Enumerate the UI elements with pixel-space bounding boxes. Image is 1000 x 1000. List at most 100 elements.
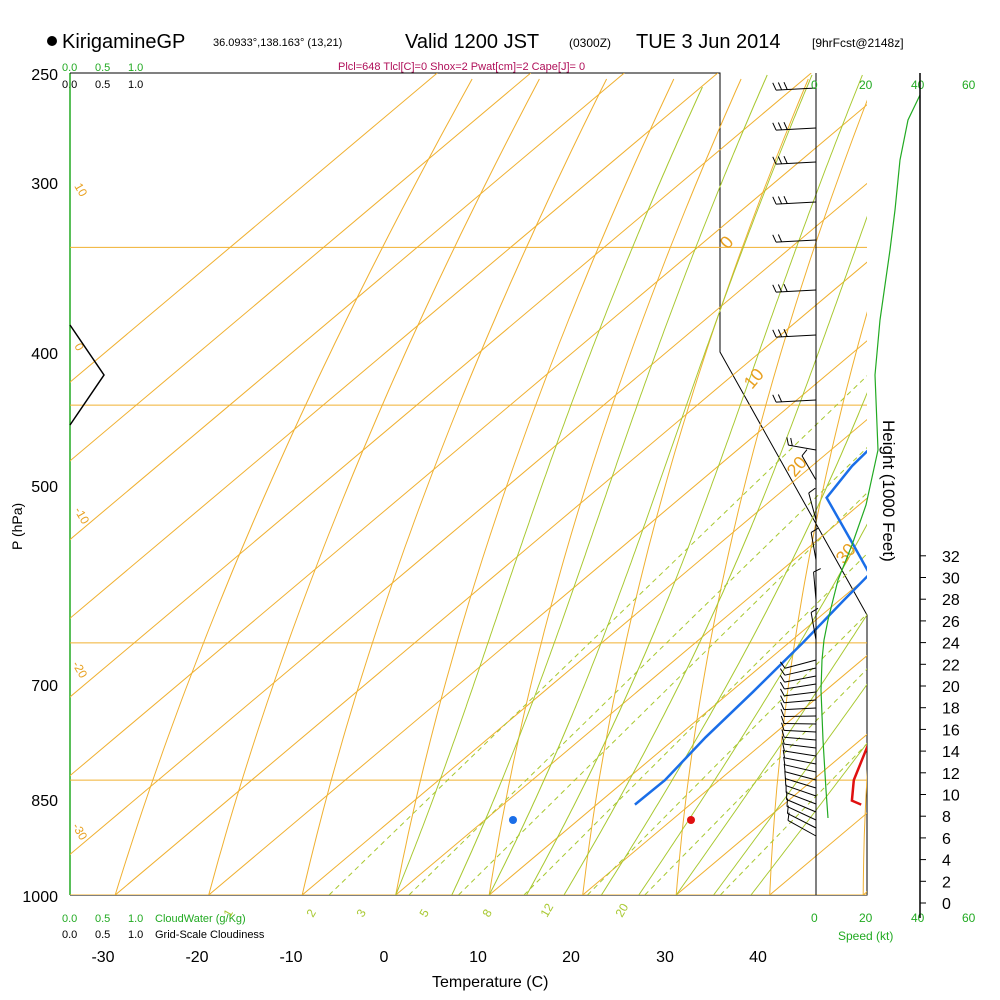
isotherm-line: [70, 104, 867, 777]
isotherm-line: [582, 655, 867, 895]
wind-barb-feather: [772, 196, 777, 205]
surface-dewpoint-point: [509, 816, 517, 824]
wind-barb: [776, 334, 817, 338]
wind-barb: [784, 743, 817, 749]
height-tick-label: 14: [942, 744, 960, 761]
height-tick-label: 0: [942, 896, 951, 913]
speed-top-60: 60: [962, 78, 976, 92]
dry-adiabat: [208, 78, 540, 895]
wind-barb-feather: [777, 284, 783, 293]
wind-barb-feather: [772, 234, 777, 243]
height-tick-label: 12: [942, 766, 960, 783]
wind-barb: [784, 699, 817, 704]
isotherm-label-30: 30: [832, 539, 860, 567]
isotherm-line: [301, 418, 867, 895]
mixratio-label-5: 5: [416, 906, 432, 919]
wind-barb: [786, 806, 817, 821]
wind-barb-feather: [772, 394, 777, 403]
cl-btick-1: 0.5: [95, 929, 110, 941]
wind-barb: [785, 792, 817, 805]
wind-barb: [813, 572, 817, 601]
mixratio-label-8: 8: [479, 906, 495, 919]
dry-adiabat: [114, 78, 473, 895]
wind-barb-feather: [808, 487, 816, 494]
wind-barb-feather: [777, 122, 783, 131]
wind-barb: [786, 799, 817, 813]
temperature-axis: -30 -20 -10 0 10 20 30 40: [91, 949, 767, 966]
wind-barb: [808, 492, 817, 521]
speed-axis-top: 0 20 40 60: [811, 78, 976, 92]
cl-btick-2: 1.0: [128, 929, 143, 941]
wind-barb-feather: [813, 568, 821, 573]
cw-btick-2: 1.0: [128, 913, 143, 925]
wind-barb: [784, 750, 817, 757]
wind-barb-feather: [779, 675, 786, 683]
wind-barb: [784, 659, 817, 669]
cl-tick-1: 0.5: [95, 79, 110, 91]
wind-barb-feather: [786, 798, 789, 807]
cw-tick-1: 0.5: [95, 62, 110, 74]
wind-barb-feather: [790, 437, 793, 446]
wind-barb: [784, 691, 817, 697]
height-tick-label: 8: [942, 809, 951, 826]
station-coords: 36.0933°,138.163° (13,21): [213, 37, 342, 49]
station-name: KirigamineGP: [62, 31, 185, 53]
wind-barb: [810, 612, 817, 641]
wind-barb: [776, 289, 817, 293]
height-tick-label: 20: [942, 679, 960, 696]
temperature-axis-label: Temperature (C): [432, 974, 548, 991]
wind-barb: [776, 399, 817, 403]
wind-barb-feather: [783, 763, 786, 772]
mixing-ratio-line: [587, 613, 867, 895]
wind-barb-feather: [781, 722, 785, 731]
surface-temperature-point: [687, 816, 695, 824]
wind-barb: [776, 201, 817, 205]
cloudwater-scale-bottom: 0.0 0.5 1.0 CloudWater (g/Kg) 0.0 0.5 1.…: [62, 913, 265, 941]
isotherm-line: [70, 73, 438, 383]
x-tick-label: -30: [91, 949, 114, 966]
forecast-info: [9hrFcst@2148z]: [812, 36, 904, 50]
sounding-profiles: [509, 449, 867, 824]
wind-barb: [783, 715, 817, 718]
wind-barb-feather: [772, 156, 777, 165]
isotherm-line: [208, 340, 867, 895]
wind-barb-feather: [782, 749, 786, 758]
wind-barb: [784, 729, 817, 733]
wind-barb-feather: [781, 736, 785, 745]
mixratio-label-3: 3: [353, 906, 369, 919]
x-tick-label: -10: [279, 949, 302, 966]
wind-barb: [784, 764, 817, 773]
pressure-tick-700: 700: [31, 678, 58, 695]
isotherm-line: [488, 576, 867, 895]
wind-barb: [810, 532, 817, 561]
height-tick-label: 6: [942, 831, 951, 848]
cw-btick-1: 0.5: [95, 913, 110, 925]
wind-barb: [784, 757, 817, 765]
speed-bot-0: 0: [811, 911, 818, 925]
temperature-profile-line: [850, 744, 867, 806]
wind-barb-feather: [781, 729, 785, 738]
isotherm-line: [70, 182, 867, 856]
pressure-tick-400: 400: [31, 346, 58, 363]
wind-barb-feather: [783, 329, 788, 337]
wind-barb-feather: [772, 82, 777, 91]
height-tick-label: 4: [942, 853, 951, 870]
mixing-ratio-line: [720, 743, 867, 895]
moist-adiabat: [395, 86, 703, 895]
speed-top-20: 20: [859, 78, 873, 92]
isotherm-line: [957, 73, 1000, 895]
height-tick-label: 16: [942, 722, 960, 739]
wind-barb-feather: [780, 688, 785, 697]
wind-barb: [785, 785, 817, 797]
speed-axis-bottom: 0 20 40 60 Speed (kt): [811, 911, 976, 943]
mixratio-label-20: 20: [612, 901, 631, 920]
cloud-profile-line: [69, 324, 105, 426]
height-tick-label: 10: [942, 788, 960, 805]
x-tick-label: 30: [656, 949, 674, 966]
moist-adiabat: [638, 523, 867, 895]
pressure-axis-label: P (hPa): [9, 503, 25, 550]
wind-barb: [788, 444, 817, 451]
valid-time: Valid 1200 JST: [405, 31, 539, 53]
isotherm-line: [675, 733, 867, 895]
